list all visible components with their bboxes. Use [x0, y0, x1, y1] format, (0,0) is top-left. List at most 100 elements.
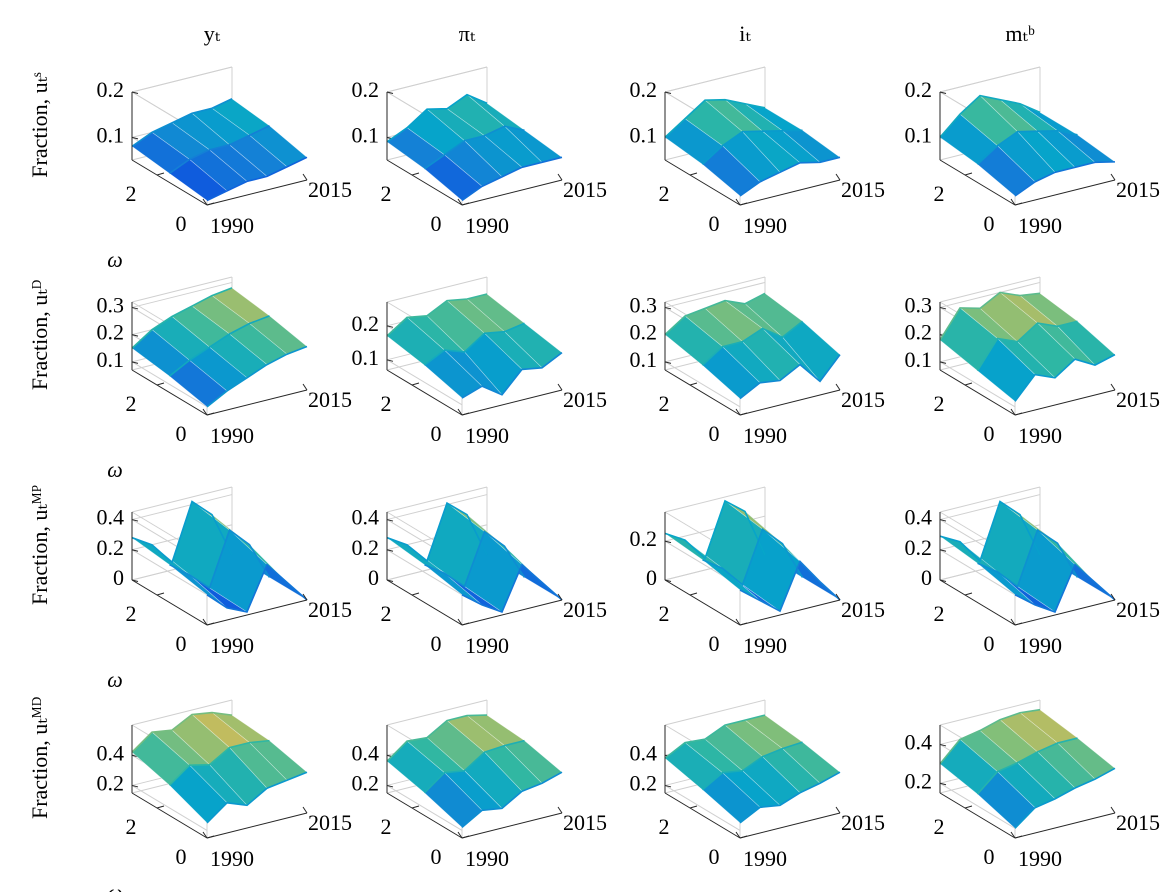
x-tick-label: 2015: [308, 597, 352, 622]
grid-line: [386, 494, 488, 521]
z-tick-label: 0.4: [905, 729, 933, 754]
grid-line: [664, 66, 766, 93]
y-tick-label: 2: [381, 391, 392, 416]
x-tick: [835, 806, 841, 814]
x-tick-label: 1990: [465, 423, 509, 448]
surface-line: [131, 711, 233, 753]
x-tick-label: 2015: [563, 810, 607, 835]
y-tick-label: 2: [934, 601, 945, 626]
x-tick: [1110, 383, 1116, 391]
surface-line: [461, 771, 563, 829]
x-tick-label: 2015: [308, 810, 352, 835]
grid-line: [131, 494, 233, 521]
y-axis-label: ω: [107, 247, 123, 272]
x-tick-label: 2015: [841, 177, 885, 202]
z-tick: [131, 91, 139, 94]
grid-line: [131, 361, 208, 408]
y-tick: [739, 412, 748, 416]
box-edge: [664, 486, 766, 513]
x-tick: [735, 618, 741, 626]
z-tick-label: 0.3: [905, 292, 933, 317]
x-tick-label: 2015: [563, 597, 607, 622]
y-tick: [206, 202, 215, 206]
z-tick: [939, 361, 947, 364]
y-tick: [461, 835, 470, 839]
y-tick-label: 0: [176, 631, 187, 656]
x-tick: [1110, 173, 1116, 181]
y-tick: [1014, 202, 1023, 206]
grid-line: [131, 281, 233, 308]
surface-line: [939, 291, 1041, 341]
z-tick: [386, 91, 394, 94]
box-edge: [664, 276, 766, 303]
y-tick: [964, 592, 973, 596]
x-tick-label: 2015: [841, 597, 885, 622]
x-tick: [1110, 593, 1116, 601]
box-edge: [939, 486, 1041, 513]
z-tick: [939, 306, 947, 310]
z-tick: [939, 91, 947, 94]
box-edge: [664, 699, 766, 726]
y-tick-label: 0: [984, 631, 995, 656]
z-tick-label: 0.1: [905, 122, 933, 147]
x-axis: [1014, 389, 1116, 416]
x-tick-label: 1990: [1018, 846, 1062, 871]
z-tick-label: 0.2: [905, 768, 933, 793]
z-tick: [131, 519, 139, 522]
z-tick: [664, 306, 672, 310]
z-tick: [131, 334, 139, 337]
x-tick-label: 2015: [563, 177, 607, 202]
z-tick-label: 0.4: [97, 740, 125, 765]
grid-line: [131, 549, 208, 596]
x-tick-label: 2015: [1116, 597, 1160, 622]
x-axis: [206, 812, 308, 839]
y-tick-label: 0: [431, 211, 442, 236]
surface-line: [664, 292, 766, 336]
surface-line: [939, 708, 1041, 765]
surface-line: [739, 771, 841, 824]
y-tick: [411, 382, 420, 386]
y-tick: [461, 202, 470, 206]
z-tick: [131, 361, 139, 364]
y-axis: [664, 792, 741, 839]
y-tick: [689, 172, 698, 176]
z-tick-label: 0.1: [630, 347, 658, 372]
y-tick: [739, 202, 748, 206]
y-axis: [131, 792, 208, 839]
z-tick: [939, 549, 947, 552]
surface-line: [939, 94, 1041, 138]
y-tick-label: 0: [984, 211, 995, 236]
z-tick: [386, 549, 394, 552]
y-axis: [939, 579, 1016, 626]
grid-line: [386, 359, 463, 406]
y-tick-label: 0: [984, 844, 995, 869]
surface-line: [386, 501, 488, 563]
z-tick-label: 0.2: [352, 770, 380, 795]
surface-line: [701, 320, 803, 366]
surface-line: [131, 287, 233, 349]
box-edge: [939, 276, 1041, 303]
y-tick: [739, 622, 748, 626]
y-tick-label: 2: [381, 601, 392, 626]
y-axis: [939, 369, 1016, 416]
x-tick: [557, 593, 563, 601]
z-tick-label: 0: [646, 565, 657, 590]
surface-line: [206, 563, 308, 613]
x-axis: [206, 179, 308, 206]
z-tick: [664, 91, 672, 94]
grid-line: [131, 785, 208, 831]
box-edge: [386, 699, 488, 726]
x-tick-label: 1990: [210, 213, 254, 238]
y-tick-label: 0: [709, 631, 720, 656]
x-tick-label: 1990: [1018, 633, 1062, 658]
x-tick: [302, 593, 308, 601]
z-tick-label: 0.2: [905, 535, 933, 560]
z-axis-label: Fraction, uₜᴹᴾ: [27, 485, 52, 605]
z-tick-label: 0.2: [97, 770, 125, 795]
y-axis: [131, 579, 208, 626]
y-axis-label: ω: [107, 457, 123, 482]
y-tick: [206, 622, 215, 626]
x-tick: [1110, 806, 1116, 814]
surface-line: [739, 559, 841, 613]
surface-line: [461, 156, 563, 202]
